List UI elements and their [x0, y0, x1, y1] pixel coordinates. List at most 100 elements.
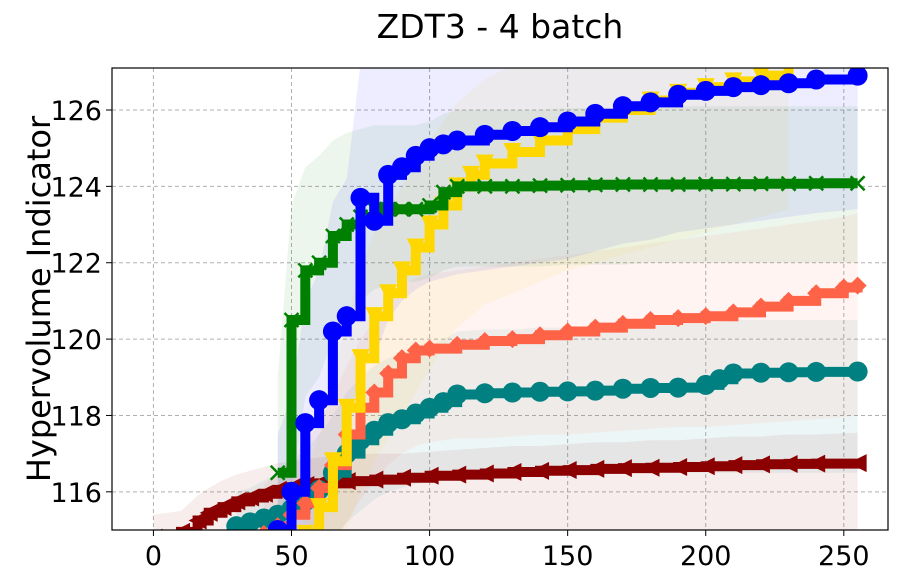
data-point-marker: [420, 215, 439, 234]
data-point-marker: [806, 69, 827, 90]
data-point-marker: [199, 503, 218, 522]
x-tick-label: 50: [274, 541, 308, 572]
x-tick-label: 200: [680, 541, 732, 572]
data-point-marker: [175, 522, 191, 530]
y-tick-label: 124: [50, 172, 102, 203]
data-point-marker: [241, 488, 260, 507]
data-point-marker: [391, 157, 412, 178]
data-point-marker: [421, 197, 438, 214]
y-tick-label: 118: [50, 401, 102, 432]
data-point-marker: [808, 175, 825, 192]
data-point-marker: [474, 383, 495, 404]
data-point-marker: [392, 468, 411, 487]
data-point-marker: [670, 176, 687, 193]
data-point-marker: [504, 178, 521, 195]
data-point-marker: [296, 524, 315, 530]
data-point-marker: [281, 481, 302, 502]
data-point-marker: [309, 390, 330, 411]
data-point-marker: [310, 479, 329, 497]
data-point-marker: [848, 454, 867, 473]
data-point-marker: [668, 377, 689, 398]
data-point-marker: [753, 175, 769, 192]
data-point-marker: [641, 458, 660, 477]
data-point-marker: [310, 498, 329, 517]
data-point-marker: [502, 382, 523, 403]
data-point-marker: [778, 73, 799, 94]
data-point-marker: [668, 84, 689, 105]
y-tick-label: 120: [50, 325, 102, 356]
y-tick-label: 116: [50, 478, 102, 509]
data-point-marker: [254, 484, 273, 503]
data-point-marker: [530, 381, 551, 402]
data-point-marker: [784, 68, 794, 77]
series-band: [263, 213, 858, 530]
plot-frame: [111, 67, 889, 531]
data-point-marker: [612, 378, 633, 399]
data-point-marker: [558, 461, 577, 480]
data-point-marker: [283, 312, 300, 328]
series: [226, 361, 868, 530]
data-point-marker: [322, 321, 343, 342]
data-point-marker: [723, 77, 744, 98]
data-point-marker: [503, 330, 522, 349]
data-point-marker: [297, 262, 314, 279]
data-point-marker: [586, 459, 605, 478]
data-point-marker: [750, 362, 771, 383]
data-point-marker: [475, 154, 494, 173]
y-axis-label: Hypervolume Indicator: [20, 115, 58, 482]
data-point-marker: [696, 307, 715, 326]
data-point-marker: [407, 201, 424, 218]
data-point-marker: [365, 470, 384, 489]
data-point-marker: [848, 276, 867, 295]
data-point-marker: [365, 307, 384, 326]
data-point-marker: [640, 377, 661, 398]
data-point-marker: [697, 176, 714, 192]
data-point-marker: [420, 466, 439, 485]
data-point-marker: [725, 176, 742, 192]
data-point-marker: [585, 380, 606, 401]
series: [159, 454, 867, 530]
data-point-marker: [364, 210, 385, 231]
data-point-marker: [723, 363, 744, 384]
data-point-marker: [296, 494, 315, 513]
data-point-marker: [780, 175, 797, 192]
data-point-marker: [642, 176, 659, 193]
data-point-marker: [559, 177, 576, 194]
data-point-marker: [613, 314, 632, 333]
data-point-marker: [750, 75, 771, 96]
data-point-marker: [503, 143, 522, 161]
data-point-marker: [406, 238, 425, 257]
data-point-marker: [849, 175, 866, 192]
data-point-marker: [351, 349, 370, 368]
data-point-marker: [420, 339, 439, 358]
data-point-marker: [337, 398, 356, 417]
data-point-marker: [532, 177, 548, 194]
data-point-marker: [502, 121, 523, 141]
data-point-marker: [227, 492, 246, 511]
data-point-marker: [474, 124, 495, 145]
data-point-marker: [267, 520, 288, 530]
x-tick-label: 0: [145, 541, 162, 572]
data-point-marker: [640, 92, 661, 113]
data-point-marker: [394, 201, 410, 218]
data-point-marker: [724, 456, 743, 475]
data-point-marker: [311, 254, 328, 271]
data-point-marker: [476, 178, 493, 195]
data-point-marker: [531, 326, 550, 345]
data-point-marker: [475, 332, 494, 350]
data-point-marker: [807, 454, 826, 473]
data-point-marker: [724, 303, 743, 322]
data-point-marker: [188, 511, 207, 530]
data-point-marker: [447, 130, 468, 151]
data-point-marker: [531, 461, 550, 480]
data-point-marker: [336, 306, 357, 327]
data-point-marker: [696, 457, 715, 476]
data-point-marker: [295, 413, 316, 434]
data-point-marker: [615, 176, 631, 193]
y-tick-label: 122: [50, 249, 102, 280]
data-point-marker: [338, 216, 355, 233]
data-point-marker: [447, 384, 468, 405]
data-point-marker: [258, 524, 270, 530]
data-point-marker: [641, 311, 660, 329]
data-point-marker: [613, 459, 632, 478]
